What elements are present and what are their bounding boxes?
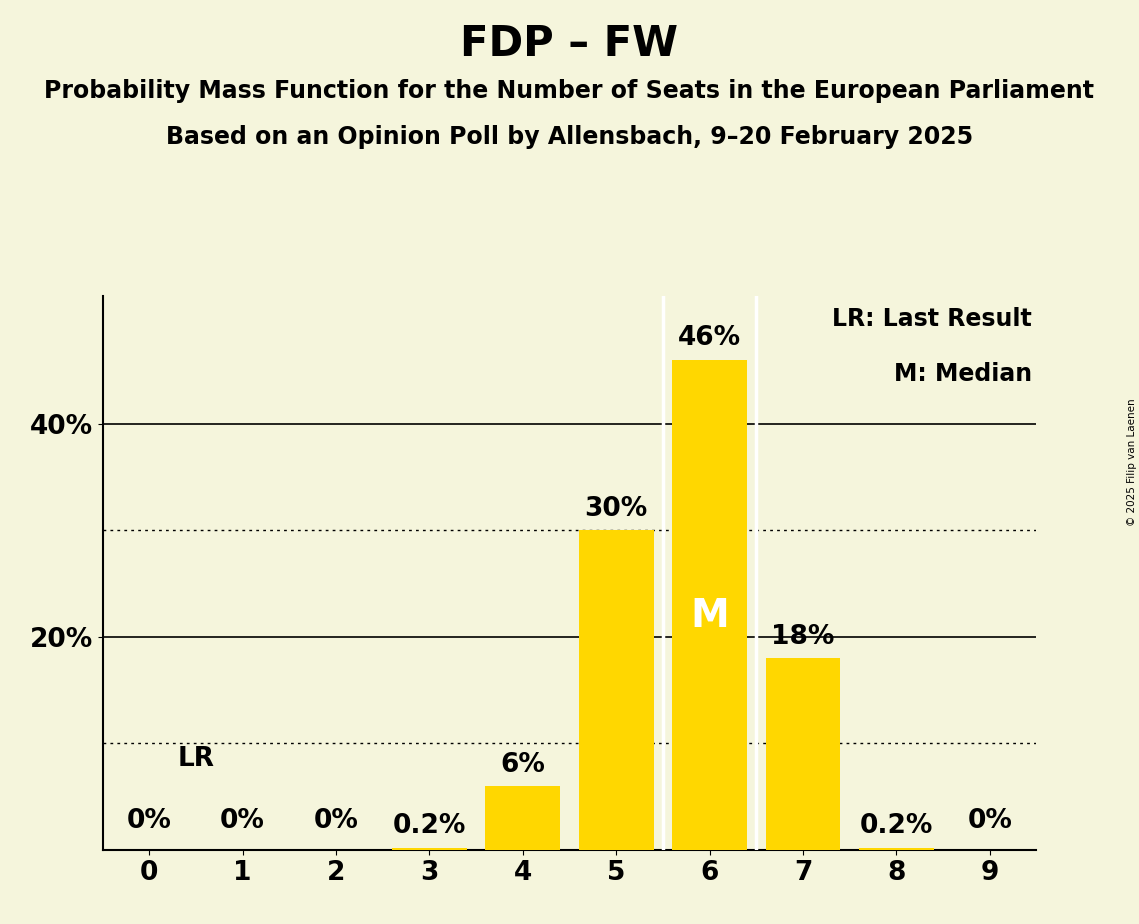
Text: M: M xyxy=(690,597,729,635)
Text: M: Median: M: Median xyxy=(894,362,1032,386)
Text: 0%: 0% xyxy=(967,808,1013,834)
Text: © 2025 Filip van Laenen: © 2025 Filip van Laenen xyxy=(1126,398,1137,526)
Text: 0%: 0% xyxy=(220,808,265,834)
Text: Probability Mass Function for the Number of Seats in the European Parliament: Probability Mass Function for the Number… xyxy=(44,79,1095,103)
Text: Based on an Opinion Poll by Allensbach, 9–20 February 2025: Based on an Opinion Poll by Allensbach, … xyxy=(166,125,973,149)
Text: LR: LR xyxy=(178,747,214,772)
Bar xyxy=(579,530,654,850)
Text: LR: Last Result: LR: Last Result xyxy=(833,307,1032,331)
Text: 46%: 46% xyxy=(678,325,741,351)
Text: 6%: 6% xyxy=(500,751,546,778)
Bar xyxy=(392,848,467,850)
Text: 0%: 0% xyxy=(126,808,172,834)
Text: 18%: 18% xyxy=(771,624,835,650)
Bar xyxy=(672,359,747,850)
Text: 0%: 0% xyxy=(313,808,359,834)
Text: 0.2%: 0.2% xyxy=(860,813,933,839)
Bar xyxy=(859,848,934,850)
Text: 0.2%: 0.2% xyxy=(393,813,466,839)
Bar xyxy=(765,658,841,850)
Text: 30%: 30% xyxy=(584,495,648,522)
Bar xyxy=(485,786,560,850)
Text: FDP – FW: FDP – FW xyxy=(460,23,679,65)
